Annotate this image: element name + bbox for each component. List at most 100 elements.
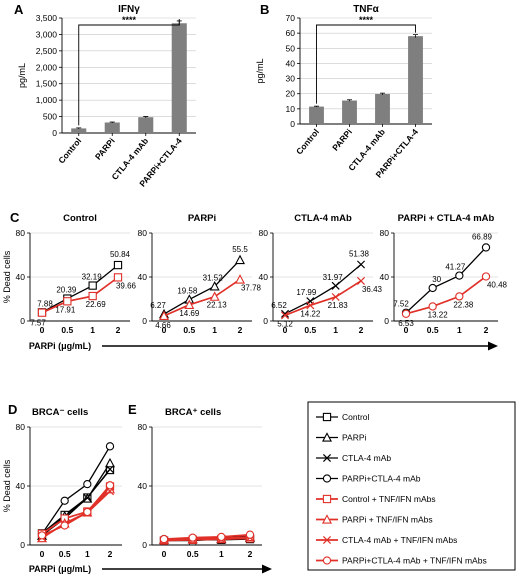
- legend-label: PARPi: [342, 433, 367, 443]
- data-point: [234, 254, 246, 265]
- x-tick-label: 2: [484, 325, 489, 335]
- series-line: [163, 259, 241, 315]
- data-point: [88, 281, 97, 290]
- line-chart-D: D BRCA⁻ cells 0 40 80 0 0.5 1 2 % Dead cells: [2, 402, 122, 559]
- data-label: 30: [432, 275, 441, 284]
- significance-label: ****: [359, 15, 374, 25]
- bar: [309, 106, 324, 124]
- data-label: 7.88: [37, 299, 53, 308]
- chart-title: IFNγ: [118, 4, 140, 15]
- data-label: 13.22: [428, 310, 449, 319]
- y-tick-label: 40: [16, 481, 26, 491]
- bar: [342, 100, 357, 124]
- error-bar: [143, 116, 149, 118]
- data-point: [331, 281, 340, 290]
- chart-title: PARPi + CTLA-4 mAb: [398, 213, 495, 224]
- x-tick-label: 2: [359, 325, 364, 335]
- data-label: 21.83: [328, 301, 349, 310]
- line-chart-C-combo: PARPi + CTLA-4 mAb 0 40 80 0 0.5 1 2 7.52 30 41.27…: [380, 213, 508, 335]
- x-tick-label: 0: [283, 325, 288, 335]
- y-axis-label: % Dead cells: [2, 459, 12, 512]
- legend-label: CTLA-4 mAb: [342, 453, 391, 463]
- y-tick-label: 500: [43, 112, 57, 122]
- y-tick-label: 80: [259, 228, 269, 238]
- bar: [375, 94, 390, 124]
- series-line: [41, 484, 111, 537]
- error-bar: [109, 121, 115, 123]
- y-tick-label: 0: [384, 316, 389, 326]
- legend: Control PARPi CTLA-4 mAb PARPi+CTLA-4 mAb Co…: [307, 401, 516, 571]
- data-point: [234, 274, 246, 284]
- series-line: [163, 536, 251, 542]
- bar: [104, 122, 120, 133]
- data-label: 22.69: [86, 300, 107, 309]
- data-point: [356, 276, 366, 285]
- chart-title: Control: [63, 213, 97, 224]
- data-point: [356, 260, 366, 269]
- data-label: 41.27: [445, 263, 466, 272]
- category-label: Control: [294, 127, 321, 157]
- data-point: [88, 291, 97, 301]
- data-point: [188, 533, 197, 542]
- panel-letter-c: C: [10, 210, 20, 225]
- legend-marker-circle: [322, 556, 332, 565]
- data-point: [60, 521, 69, 530]
- data-point: [428, 283, 437, 293]
- data-point: [159, 534, 169, 544]
- error-bar: [76, 127, 82, 129]
- data-label: 6.27: [150, 301, 166, 310]
- bar: [171, 23, 187, 134]
- series-line: [405, 246, 487, 314]
- data-label: 19.58: [177, 286, 198, 295]
- series-line: [163, 278, 241, 317]
- series-line: [284, 263, 362, 315]
- y-tick-label: 3,500: [36, 13, 58, 23]
- y-tick-label: 0: [290, 119, 295, 129]
- data-point: [428, 302, 437, 311]
- data-point: [60, 496, 69, 505]
- chart-title: TNFα: [353, 4, 379, 15]
- x-tick-label: 0.5: [187, 549, 199, 559]
- legend-box: [307, 401, 516, 571]
- y-tick-label: 0: [52, 128, 57, 138]
- x-tick-label: 0: [162, 549, 167, 559]
- x-tick-label: 0: [404, 325, 409, 335]
- data-label: 36.43: [362, 285, 383, 294]
- data-point: [63, 297, 72, 306]
- chart-title: BRCA⁺ cells: [165, 407, 221, 418]
- x-tick-label: 0.5: [183, 325, 195, 335]
- line-chart-C-parpi: PARPi 0 40 80 0 0.5 1 2 6.27 19.58 31.52 55.5 4.66 14…: [138, 213, 262, 335]
- data-label: 20.39: [56, 286, 77, 295]
- y-tick-label: 40: [16, 272, 26, 282]
- legend-label: PARPi+CTLA-4 mAb + TNF/IFN mAbs: [342, 556, 487, 566]
- y-tick-label: 0: [142, 540, 147, 550]
- y-axis-label: pg/mL: [17, 63, 27, 88]
- data-point: [209, 291, 220, 301]
- data-point: [184, 299, 195, 309]
- data-label: 7.57: [30, 319, 46, 328]
- data-point: [306, 301, 315, 310]
- chart-title: BRCA⁻ cells: [32, 407, 88, 418]
- line-chart-E: E BRCA⁺ cells 0 40 80 0 0.5 1 2: [128, 402, 262, 559]
- y-tick-label: 10: [286, 104, 296, 114]
- data-point: [83, 507, 92, 517]
- data-label: 17.91: [55, 305, 76, 314]
- panel-letter: D: [8, 402, 17, 417]
- x-tick-label: 1: [457, 325, 462, 335]
- significance-label: ****: [122, 15, 137, 25]
- y-tick-label: 30: [286, 74, 296, 84]
- data-label: 37.78: [241, 283, 262, 292]
- x-tick-label: 1: [212, 325, 217, 335]
- series-line: [163, 533, 251, 540]
- y-tick-label: 2,500: [36, 46, 58, 56]
- data-label: 22.13: [207, 301, 228, 310]
- legend-marker-square: [322, 494, 332, 504]
- x-axis-arrowhead: [488, 341, 498, 351]
- y-tick-label: 40: [286, 58, 296, 68]
- error-bar: [347, 99, 352, 102]
- x-axis-label: PARPi (μg/mL): [29, 564, 91, 574]
- series-line: [41, 485, 111, 535]
- category-label: PARPi: [93, 136, 117, 162]
- data-point: [455, 292, 464, 301]
- series-line: [41, 276, 119, 314]
